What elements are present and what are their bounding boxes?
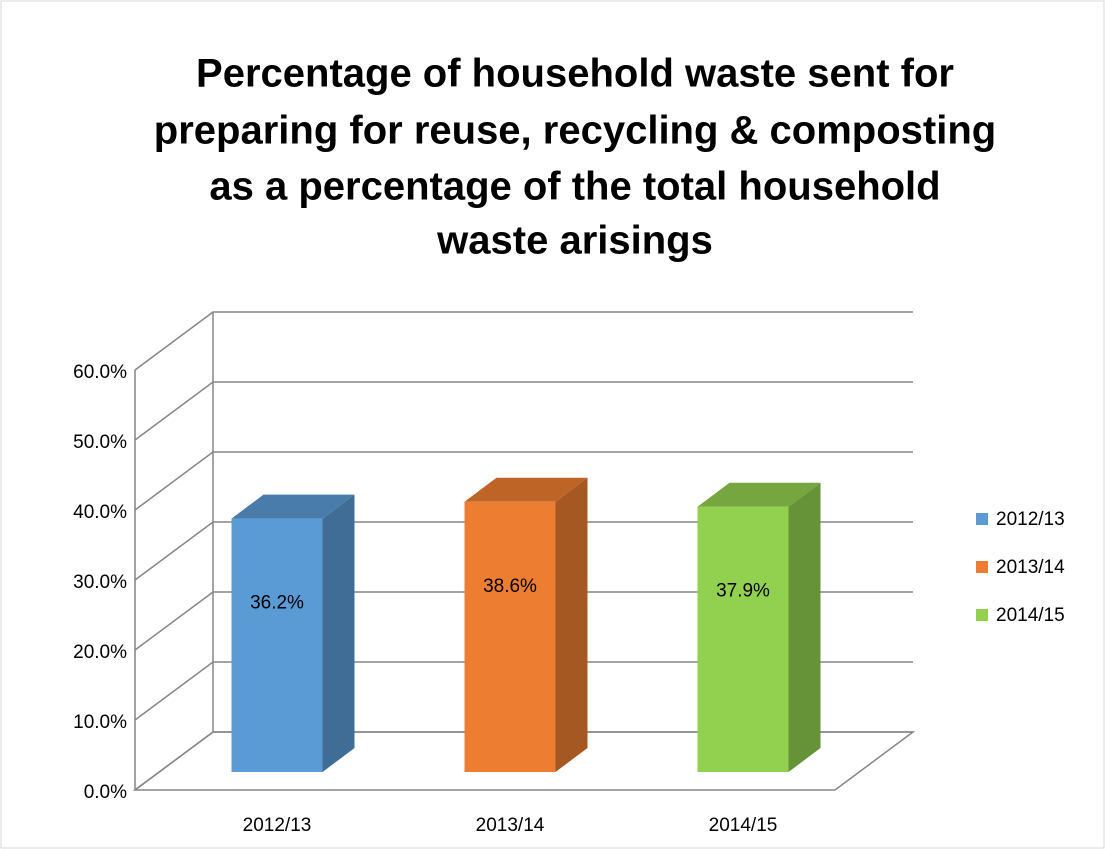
bar — [697, 506, 789, 772]
data-label: 38.6% — [483, 576, 537, 597]
legend-swatch — [976, 513, 988, 525]
legend-swatch — [976, 609, 988, 621]
grid-line — [134, 521, 913, 581]
x-tick-label: 2012/13 — [243, 815, 312, 836]
x-tick-label: 2013/14 — [476, 815, 545, 836]
grid-line — [134, 661, 913, 721]
grid-line — [134, 591, 913, 651]
chart-title: Percentage of household waste sent for — [196, 52, 954, 96]
legend-label: 2012/13 — [996, 509, 1065, 530]
chart-title: waste arisings — [436, 219, 713, 263]
y-tick-label: 40.0% — [73, 502, 127, 523]
chart-title: as a percentage of the total household — [209, 165, 940, 209]
legend-swatch — [976, 561, 988, 573]
x-tick-label: 2014/15 — [709, 815, 778, 836]
y-tick-label: 60.0% — [73, 362, 127, 383]
bar-side — [555, 477, 588, 772]
y-tick-label: 20.0% — [73, 642, 127, 663]
bar-top — [464, 477, 588, 502]
grid-line — [134, 731, 913, 791]
bar — [231, 518, 323, 772]
bar-top — [697, 482, 821, 507]
chart-title: preparing for reuse, recycling & compost… — [154, 109, 996, 153]
bar-side — [788, 482, 821, 772]
legend-label: 2013/14 — [996, 557, 1065, 578]
y-tick-label: 10.0% — [73, 712, 127, 733]
bar-top — [231, 494, 355, 519]
grid-line — [134, 451, 913, 511]
y-tick-label: 50.0% — [73, 432, 127, 453]
legend-label: 2014/15 — [996, 605, 1065, 626]
grid-line — [134, 311, 913, 371]
bar — [464, 501, 556, 772]
bar-side — [322, 494, 355, 772]
data-label: 36.2% — [250, 593, 304, 614]
y-tick-label: 30.0% — [73, 572, 127, 593]
data-label: 37.9% — [716, 581, 770, 602]
grid-line — [134, 381, 913, 441]
y-tick-label: 0.0% — [84, 782, 127, 803]
